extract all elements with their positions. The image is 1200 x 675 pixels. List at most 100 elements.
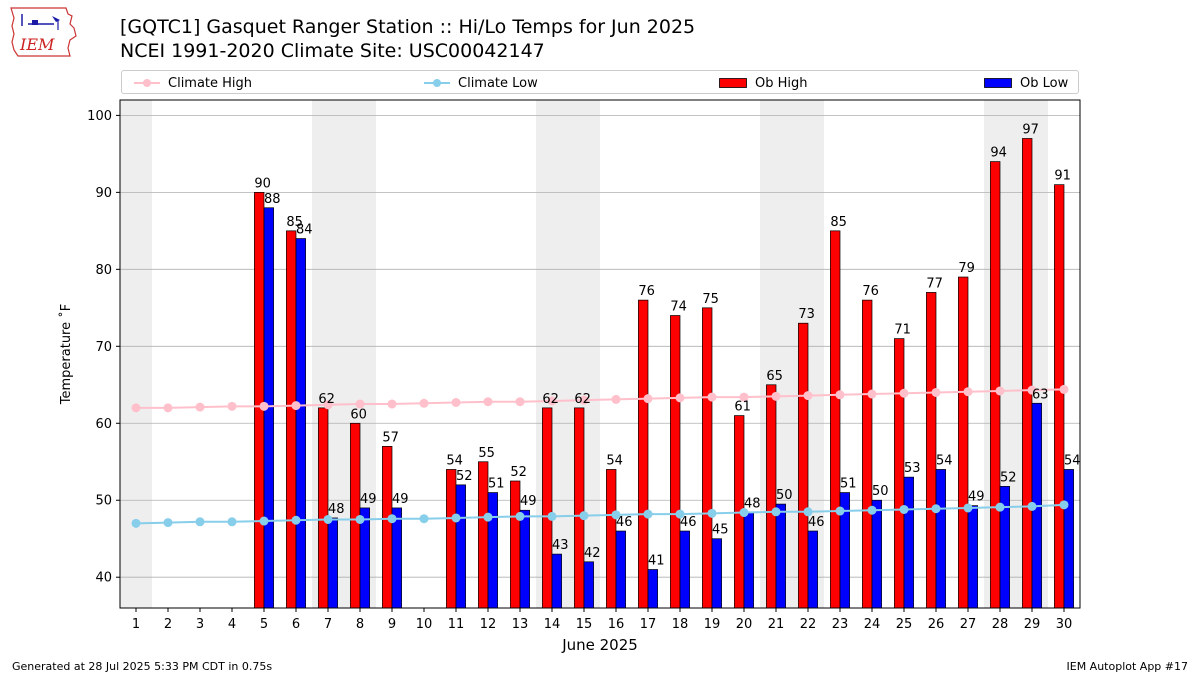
- legend-item-climate-low: Climate Low: [424, 74, 538, 92]
- ytick-label-40: 40: [95, 571, 112, 586]
- bar-ob-high-26: [926, 292, 937, 609]
- legend-marker-ob-high: [719, 78, 747, 88]
- bar-ob-low-16: [615, 530, 626, 609]
- bar-ob-high-9: [382, 446, 393, 609]
- point-climate-low-14: [547, 511, 557, 521]
- point-climate-high-28: [995, 386, 1005, 396]
- label-ob-high-28: 94: [990, 146, 1007, 161]
- legend-label-climate-high: Climate High: [168, 75, 253, 91]
- point-climate-high-25: [899, 388, 909, 398]
- point-climate-low-2: [163, 518, 173, 528]
- legend-item-ob-high: Ob High: [719, 74, 808, 92]
- xtick-label-4: 4: [228, 617, 236, 632]
- ytick-label-60: 60: [95, 417, 112, 432]
- point-climate-low-1: [131, 518, 141, 528]
- point-climate-low-25: [899, 504, 909, 514]
- point-climate-low-27: [963, 503, 973, 513]
- point-climate-high-11: [451, 397, 461, 407]
- xtick-label-22: 22: [800, 617, 817, 632]
- bar-ob-high-14: [542, 407, 553, 609]
- point-climate-low-21: [771, 507, 781, 517]
- ytick-label-100: 100: [87, 109, 112, 124]
- label-ob-high-30: 91: [1054, 169, 1071, 184]
- label-ob-high-17: 76: [638, 284, 655, 299]
- label-ob-high-18: 74: [670, 300, 687, 315]
- point-climate-low-30: [1059, 500, 1069, 510]
- xtick-label-10: 10: [416, 617, 433, 632]
- bar-ob-low-20: [743, 512, 754, 609]
- label-ob-low-5: 88: [264, 192, 281, 207]
- label-ob-low-28: 52: [1000, 470, 1017, 485]
- bar-ob-low-18: [679, 530, 690, 609]
- point-climate-high-2: [163, 403, 173, 413]
- label-ob-high-11: 54: [446, 453, 463, 468]
- label-ob-low-30: 54: [1064, 453, 1081, 468]
- label-ob-low-21: 50: [776, 488, 793, 503]
- point-climate-high-16: [611, 394, 621, 404]
- bar-ob-low-17: [647, 569, 658, 609]
- bar-ob-high-25: [894, 338, 905, 609]
- ytick-label-70: 70: [95, 340, 112, 355]
- point-climate-low-29: [1027, 501, 1037, 511]
- line-climate-low: [135, 503, 1065, 525]
- label-ob-low-9: 49: [392, 492, 409, 507]
- label-ob-low-18: 46: [680, 515, 697, 530]
- bar-ob-low-12: [487, 492, 498, 609]
- label-ob-high-25: 71: [894, 323, 911, 338]
- label-ob-low-15: 42: [584, 546, 601, 561]
- point-climate-high-23: [835, 390, 845, 400]
- y-axis-label: Temperature ˚F: [58, 304, 74, 405]
- point-climate-low-10: [419, 514, 429, 524]
- bar-ob-low-22: [807, 530, 818, 609]
- bar-ob-high-18: [670, 315, 681, 609]
- ytick-label-90: 90: [95, 186, 112, 201]
- bar-ob-high-12: [478, 461, 489, 609]
- xtick-label-2: 2: [164, 617, 172, 632]
- label-ob-low-13: 49: [520, 494, 537, 509]
- label-ob-high-5: 90: [254, 176, 271, 191]
- point-climate-high-12: [483, 397, 493, 407]
- xtick-label-26: 26: [928, 617, 945, 632]
- point-climate-low-9: [387, 514, 397, 524]
- legend-item-ob-low: Ob Low: [984, 74, 1068, 92]
- xtick-label-15: 15: [576, 617, 593, 632]
- point-climate-low-15: [579, 511, 589, 521]
- point-climate-high-3: [195, 402, 205, 412]
- label-ob-high-26: 77: [926, 276, 943, 291]
- bar-ob-high-5: [254, 192, 265, 609]
- point-climate-low-20: [739, 508, 749, 518]
- point-climate-high-13: [515, 397, 525, 407]
- xtick-label-11: 11: [448, 617, 465, 632]
- bar-ob-low-27: [967, 505, 978, 609]
- label-ob-low-19: 45: [712, 523, 729, 538]
- point-climate-high-30: [1059, 384, 1069, 394]
- label-ob-high-27: 79: [958, 261, 975, 276]
- label-ob-high-12: 55: [478, 446, 495, 461]
- label-ob-high-29: 97: [1022, 122, 1039, 137]
- point-climate-high-9: [387, 399, 397, 409]
- xtick-label-9: 9: [388, 617, 396, 632]
- label-ob-low-6: 84: [296, 223, 313, 238]
- bar-ob-high-21: [766, 384, 777, 609]
- point-climate-low-19: [707, 508, 717, 518]
- xtick-label-25: 25: [896, 617, 913, 632]
- label-ob-high-6: 85: [286, 215, 303, 230]
- legend-marker-ob-low: [984, 78, 1012, 88]
- point-climate-high-20: [739, 392, 749, 402]
- point-climate-high-17: [643, 394, 653, 404]
- bar-ob-low-25: [903, 476, 914, 609]
- point-climate-high-22: [803, 391, 813, 401]
- xtick-label-18: 18: [672, 617, 689, 632]
- point-climate-low-16: [611, 510, 621, 520]
- label-ob-high-8: 60: [350, 407, 367, 422]
- label-ob-low-14: 43: [552, 538, 569, 553]
- point-climate-high-8: [355, 399, 365, 409]
- ytick-label-80: 80: [95, 263, 112, 278]
- legend-label-ob-low: Ob Low: [1020, 75, 1069, 91]
- point-climate-low-18: [675, 509, 685, 519]
- climate-lines: [131, 384, 1069, 528]
- line-climate-high: [136, 388, 1065, 409]
- point-climate-low-11: [451, 513, 461, 523]
- xtick-label-27: 27: [960, 617, 977, 632]
